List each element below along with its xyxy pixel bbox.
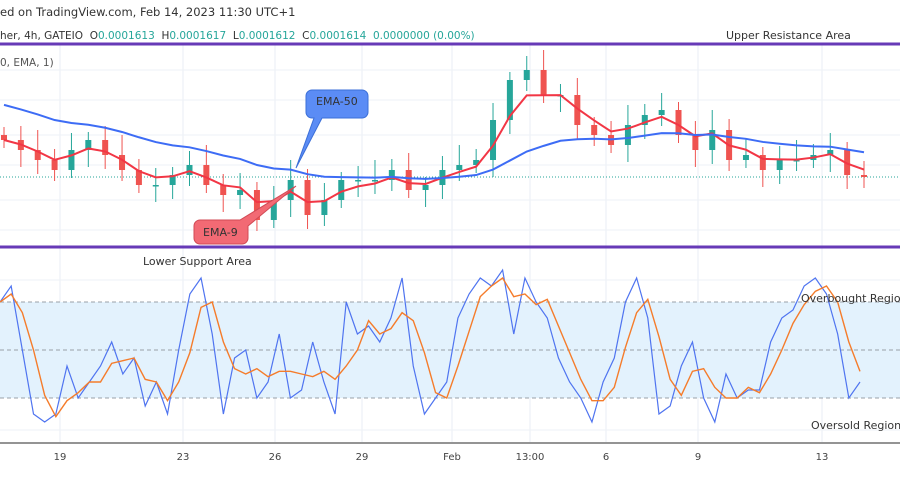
x-tick-label: 6 [602,452,610,463]
ema9-line [3,94,865,204]
close-value: 0.0001614 [309,30,367,42]
candle-body [355,180,362,182]
candle-body [220,185,227,195]
candle-body [388,170,395,180]
x-tick-label: 23 [176,452,190,463]
ema50-line [3,103,865,180]
candle-body [641,115,648,125]
candle-body [793,160,800,162]
candle-body [152,185,159,187]
candle-body [135,170,142,185]
candle-body [709,130,716,150]
candle-body [102,140,109,155]
stoch-k-line [0,268,861,424]
x-tick-label: 9 [694,452,702,463]
candle-body [338,180,345,200]
upper-resistance-label: Upper Resistance Area [726,29,851,42]
candle-body [759,155,766,170]
low-value: 0.0001612 [238,30,296,42]
oversold-label: Oversold Region [811,419,900,432]
candle-body [692,135,699,150]
ohlc-legend: her, 4h, GATEIO O0.0001613 H0.0001617 L0… [0,30,475,42]
candle-body [675,110,682,135]
candle-body [490,120,497,160]
candle-body [861,175,867,177]
open-value: 0.0001613 [97,30,155,42]
change-value: 0.0000000 (0.00%) [372,30,475,42]
ema9-callout-label: EMA-9 [203,226,238,239]
high-label: H [161,30,170,42]
open-label: O [89,30,98,42]
symbol-label: her, 4h, GATEIO [0,30,84,42]
candle-body [371,180,378,182]
candle-body [827,150,834,155]
candle-body [85,140,92,150]
x-tick-label: 13:00 [515,452,545,463]
candle-body [186,165,193,175]
candle-body [574,95,581,125]
x-tick-label: 29 [355,452,369,463]
indicator-legend: 0, EMA, 1) [0,57,54,69]
lower-support-label: Lower Support Area [143,255,252,268]
candle-body [119,155,126,170]
ema50-callout-label: EMA-50 [316,95,358,108]
candle-body [422,185,429,190]
candle-body [405,170,412,190]
candle-body [68,150,75,170]
candle-body [169,175,176,185]
low-label: L [232,30,239,42]
candle-body [51,160,58,170]
candle-body [658,110,665,115]
candle-body [304,180,311,215]
candle-body [742,155,749,160]
candle-body [506,80,513,120]
x-tick-label: Feb [443,452,461,463]
high-value: 0.0001617 [169,30,227,42]
candle-body [591,125,598,135]
candle-body [624,125,631,145]
close-label: C [302,30,310,42]
candle-body [203,165,210,185]
stoch-d-line [0,276,861,419]
ema9-callout [193,185,297,245]
candle-body [237,190,244,195]
ema50-callout [295,89,369,169]
overbought-label: Overbought Region [801,292,900,305]
x-tick-label: 13 [815,452,829,463]
candle-body [270,200,277,220]
candle-body [456,165,463,170]
x-tick-label: 26 [268,452,282,463]
candle-body [321,200,328,215]
published-header: ed on TradingView.com, Feb 14, 2023 11:3… [0,5,296,19]
candle-body [253,190,260,220]
x-tick-label: 19 [53,452,67,463]
candle-body [34,150,41,160]
candle-body [473,160,480,165]
candle-body [523,70,530,80]
candle-body [1,135,7,140]
candle-body [540,70,547,95]
candle-body [776,160,783,170]
